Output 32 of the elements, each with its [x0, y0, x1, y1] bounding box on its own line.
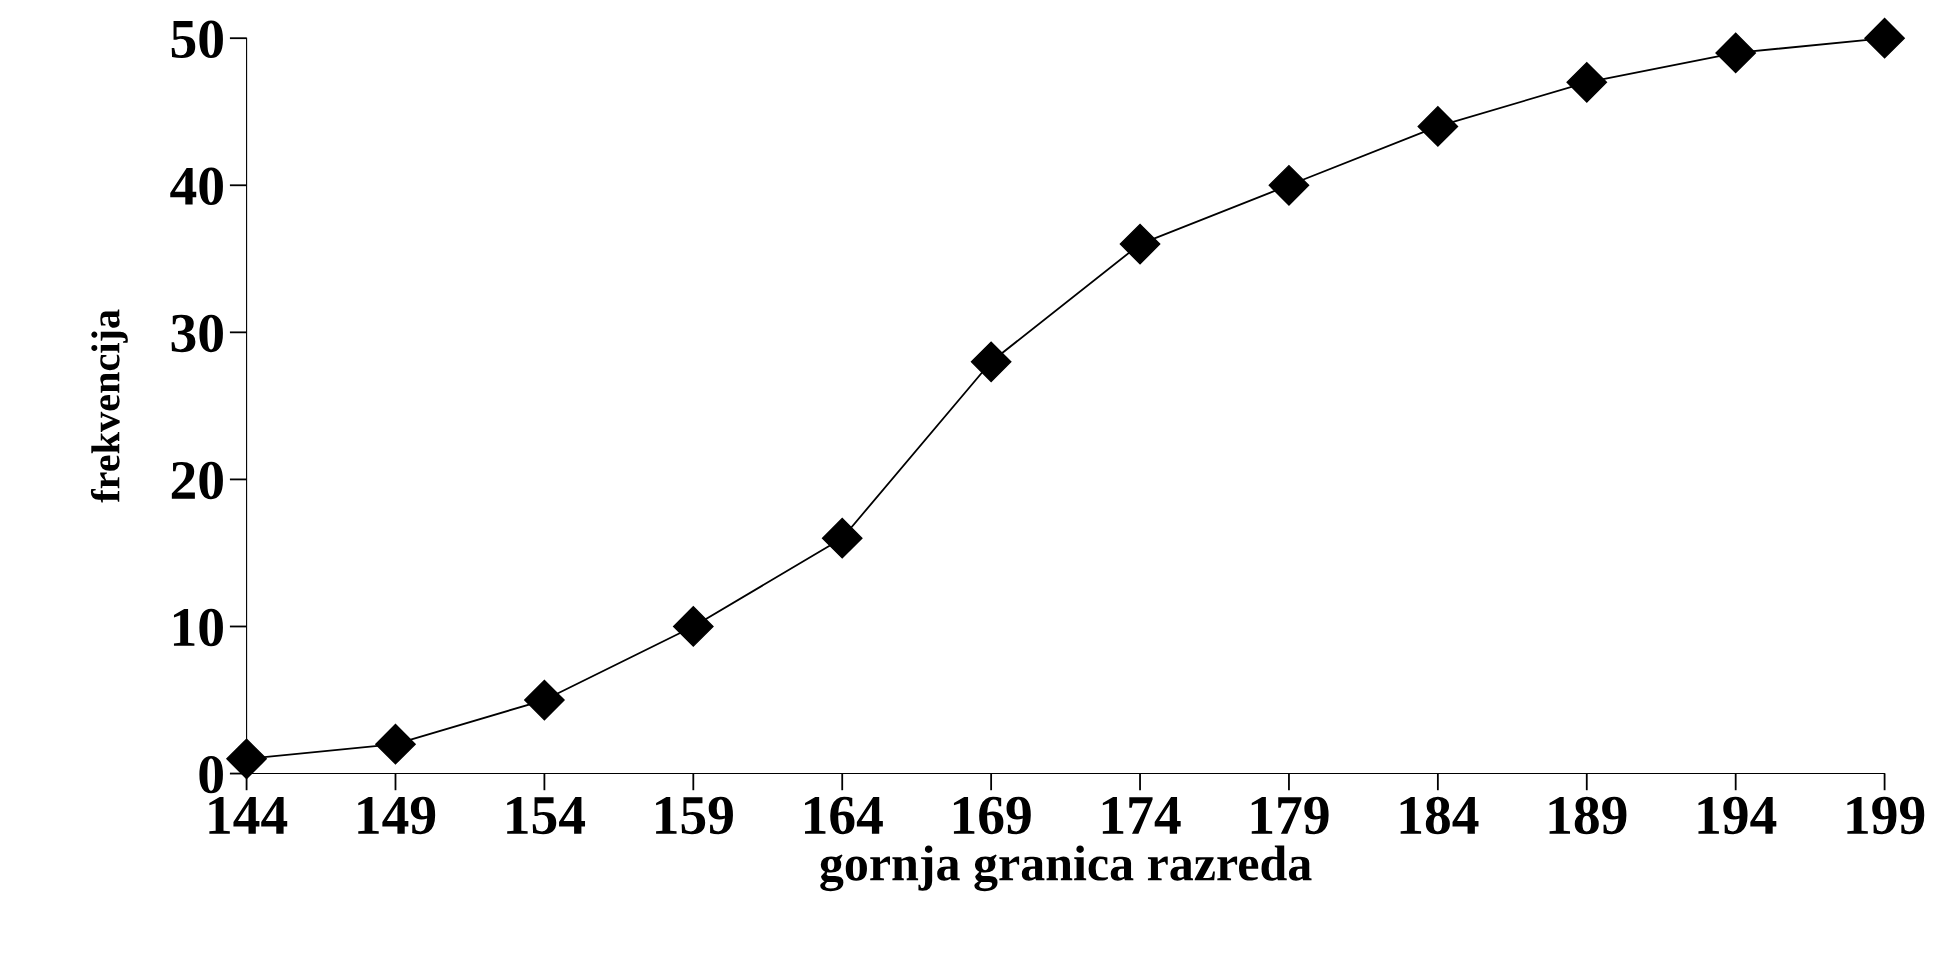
x-tick-label: 149 [358, 796, 436, 835]
point [1119, 223, 1161, 265]
x-tick-label: 184 [1400, 796, 1479, 835]
y-tick-label: 10 [173, 608, 223, 647]
point [1715, 32, 1757, 74]
point [375, 723, 416, 765]
x-axis-title: gornja granica razreda [820, 845, 1312, 892]
x-tick-label: 189 [1549, 796, 1627, 835]
point [1417, 106, 1459, 147]
point [1566, 61, 1608, 103]
y-tick-label: 50 [171, 20, 223, 59]
y-tick-label: 0 [199, 755, 223, 794]
x-tick-label: 154 [507, 796, 586, 835]
x-tick-label: 174 [1102, 796, 1181, 834]
x-tick-label: 169 [953, 796, 1031, 835]
x-tick-label: 144 [209, 796, 288, 834]
point [524, 679, 565, 721]
x-tick-label: 159 [656, 796, 733, 835]
y-tick-label: 20 [171, 461, 223, 500]
y-tick-label: 40 [170, 167, 223, 206]
point [970, 341, 1012, 383]
point [672, 606, 714, 647]
x-tick-label: 194 [1698, 796, 1777, 835]
x-tick-label: 164 [805, 796, 883, 835]
point [1864, 17, 1905, 59]
x-tick-label: 199 [1847, 796, 1925, 835]
x-tick-label: 179 [1251, 796, 1329, 835]
y-axis-title: frekvencija [90, 309, 128, 503]
point [1268, 164, 1310, 206]
y-tick-label: 30 [171, 314, 223, 353]
point [821, 517, 863, 559]
point [226, 738, 267, 780]
